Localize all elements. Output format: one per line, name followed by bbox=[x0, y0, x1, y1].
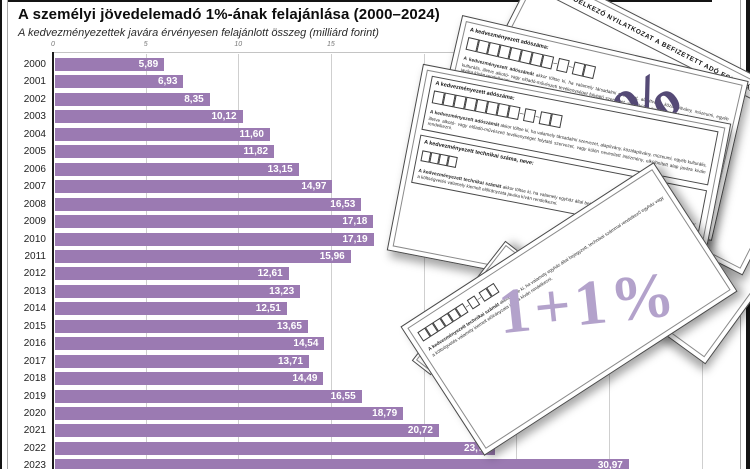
bar-2003: 10,12 bbox=[55, 110, 243, 124]
bar-2006: 13,15 bbox=[55, 162, 299, 176]
bar-2007: 14,97 bbox=[55, 180, 333, 194]
year-label: 2001 bbox=[23, 76, 46, 88]
bar-2002: 8,35 bbox=[55, 92, 210, 106]
gridline bbox=[701, 54, 703, 469]
bar-2023: 30,97 bbox=[55, 459, 629, 469]
bar-value-label: 17,18 bbox=[342, 216, 368, 228]
year-label: 2018 bbox=[23, 373, 46, 385]
bar-2014: 12,51 bbox=[55, 302, 287, 316]
bar-value-label: 12,61 bbox=[257, 268, 283, 280]
year-label: 2014 bbox=[23, 303, 46, 315]
plot-area: 5,89 6,93 8,35 10,12 11,60 11,82 13,15 14,97 16,… bbox=[53, 54, 747, 469]
border-top bbox=[8, 0, 712, 2]
year-label: 2005 bbox=[23, 146, 46, 158]
bar-value-label: 6,93 bbox=[157, 76, 178, 88]
bar-value-label: 23,75 bbox=[464, 442, 490, 454]
year-label: 2003 bbox=[23, 111, 46, 123]
year-label: 2017 bbox=[23, 355, 46, 367]
x-axis-ticks: 0 5 10 15 bbox=[0, 41, 750, 51]
year-label: 2022 bbox=[23, 442, 46, 454]
year-labels: 2000 2001 2002 2003 2004 2005 2006 2007 2008 2009… bbox=[0, 54, 46, 469]
bar-value-label: 14,97 bbox=[301, 181, 327, 193]
year-label: 2011 bbox=[24, 250, 46, 262]
gridline bbox=[516, 54, 518, 469]
year-label: 2008 bbox=[23, 198, 46, 210]
axis-tick-label: 0 bbox=[51, 41, 55, 48]
year-label: 2007 bbox=[23, 181, 46, 193]
bar-2017: 13,71 bbox=[55, 354, 310, 368]
bar-value-label: 14,49 bbox=[292, 373, 318, 385]
plot-top-line bbox=[53, 52, 489, 53]
border-left bbox=[0, 0, 2, 469]
bar-2022: 23,75 bbox=[55, 441, 496, 455]
year-label: 2004 bbox=[23, 128, 46, 140]
year-label: 2021 bbox=[23, 425, 46, 437]
year-label: 2010 bbox=[23, 233, 46, 245]
year-label: 2019 bbox=[23, 390, 46, 402]
border-left-inner bbox=[7, 0, 8, 469]
bar-2000: 5,89 bbox=[55, 58, 165, 71]
year-label: 2013 bbox=[23, 285, 46, 297]
bar-value-label: 13,15 bbox=[267, 163, 293, 175]
bar-2016: 14,54 bbox=[55, 337, 325, 351]
bar-2008: 16,53 bbox=[55, 197, 362, 211]
bar-2021: 20,72 bbox=[55, 424, 439, 438]
bar-value-label: 13,71 bbox=[278, 355, 304, 367]
bar-value-label: 12,51 bbox=[255, 303, 281, 315]
page-title: A személyi jövedelemadó 1%-ának felajánl… bbox=[18, 6, 440, 23]
axis-tick-label: 10 bbox=[234, 41, 243, 48]
year-label: 2020 bbox=[23, 408, 46, 419]
bar-2009: 17,18 bbox=[55, 215, 374, 229]
bar-value-label: 11,82 bbox=[243, 146, 269, 158]
axis-tick-label: 5 bbox=[143, 41, 148, 48]
year-label: 2009 bbox=[23, 216, 46, 228]
bar-value-label: 17,19 bbox=[342, 233, 368, 245]
year-label: 2012 bbox=[23, 268, 46, 280]
bar-2015: 13,65 bbox=[55, 319, 308, 333]
page-subtitle: A kedvezményezettek javára érvényesen fe… bbox=[18, 27, 379, 39]
bar-value-label: 13,23 bbox=[269, 285, 295, 297]
year-label: 2006 bbox=[23, 163, 46, 175]
bar-value-label: 13,65 bbox=[276, 320, 302, 332]
year-label: 2023 bbox=[23, 460, 46, 469]
year-label: 2016 bbox=[23, 338, 46, 350]
bar-value-label: 30,97 bbox=[597, 460, 623, 469]
year-label: 2000 bbox=[23, 59, 46, 70]
bar-2004: 11,60 bbox=[55, 127, 270, 141]
axis-tick-label: 15 bbox=[327, 41, 335, 48]
bar-2001: 6,93 bbox=[55, 75, 184, 89]
bar-2005: 11,82 bbox=[55, 145, 275, 159]
bar-2012: 12,61 bbox=[55, 267, 289, 281]
bar-value-label: 16,55 bbox=[330, 390, 356, 402]
bar-value-label: 15,96 bbox=[319, 250, 345, 262]
bar-2019: 16,55 bbox=[55, 389, 362, 403]
y-axis-line bbox=[52, 52, 54, 469]
bar-value-label: 8,35 bbox=[184, 93, 204, 105]
year-label: 2015 bbox=[23, 320, 46, 332]
gridline bbox=[423, 54, 425, 469]
bar-2018: 14,49 bbox=[55, 372, 324, 386]
gridline bbox=[608, 54, 610, 469]
bar-value-label: 16,53 bbox=[330, 198, 356, 210]
bar-value-label: 10,12 bbox=[211, 111, 237, 123]
year-label: 2002 bbox=[23, 93, 46, 105]
bar-2010: 17,19 bbox=[55, 232, 374, 246]
bar-2011: 15,96 bbox=[55, 249, 351, 263]
bar-2013: 13,23 bbox=[55, 284, 301, 298]
bar-2020: 18,79 bbox=[55, 407, 404, 420]
bar-value-label: 5,89 bbox=[138, 59, 159, 70]
bar-value-label: 14,54 bbox=[293, 338, 319, 350]
bar-value-label: 18,79 bbox=[372, 408, 398, 419]
bar-value-label: 11,60 bbox=[239, 128, 264, 140]
bar-value-label: 20,72 bbox=[407, 425, 433, 437]
